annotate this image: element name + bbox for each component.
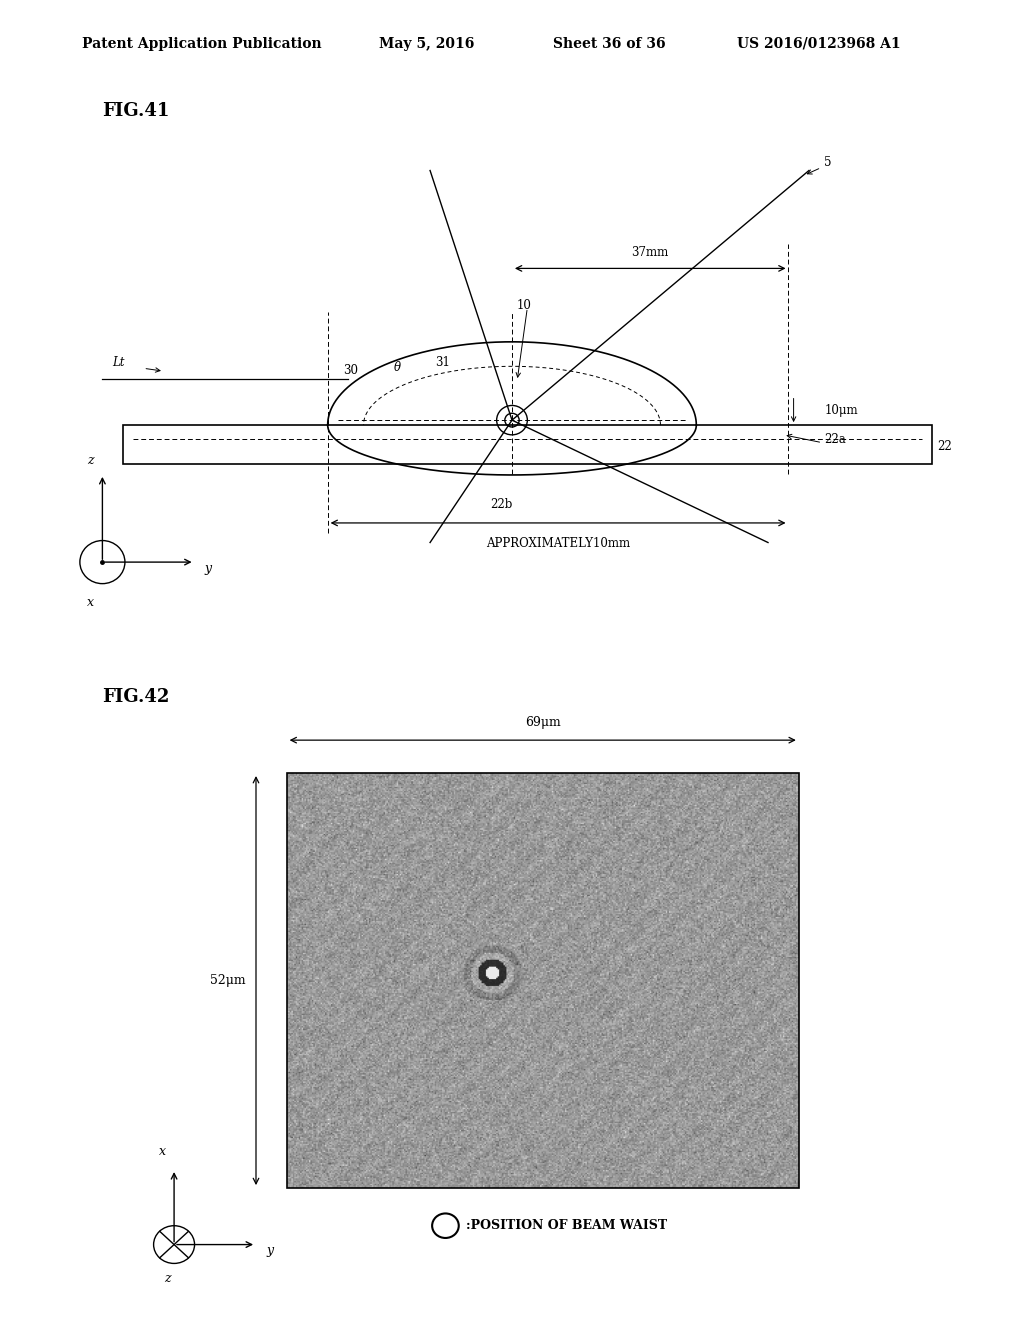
Text: 37mm: 37mm <box>632 246 669 259</box>
Text: z: z <box>164 1272 170 1286</box>
Text: May 5, 2016: May 5, 2016 <box>379 37 474 51</box>
Bar <box>123 425 932 465</box>
Text: FIG.42: FIG.42 <box>102 688 170 706</box>
Text: 22b: 22b <box>490 498 513 511</box>
Text: 5: 5 <box>824 156 831 169</box>
Text: Lt: Lt <box>113 356 125 370</box>
Text: :POSITION OF BEAM WAIST: :POSITION OF BEAM WAIST <box>466 1220 667 1232</box>
Text: 30: 30 <box>343 364 358 378</box>
Text: 22: 22 <box>937 440 951 453</box>
Text: Patent Application Publication: Patent Application Publication <box>82 37 322 51</box>
Text: θ: θ <box>394 362 401 374</box>
Text: 22a: 22a <box>824 433 846 446</box>
Text: 10μm: 10μm <box>824 404 858 417</box>
Text: y: y <box>266 1243 273 1257</box>
Text: 52μm: 52μm <box>210 974 246 987</box>
Text: z: z <box>87 454 93 467</box>
Text: x: x <box>159 1144 166 1158</box>
Text: x: x <box>87 597 94 609</box>
Text: y: y <box>205 562 212 576</box>
Text: 69μm: 69μm <box>525 715 560 729</box>
Text: FIG.41: FIG.41 <box>102 102 170 120</box>
Text: 31: 31 <box>435 356 451 370</box>
Text: APPROXIMATELY10mm: APPROXIMATELY10mm <box>486 537 630 550</box>
Text: US 2016/0123968 A1: US 2016/0123968 A1 <box>737 37 901 51</box>
Bar <box>287 774 799 1188</box>
Text: Sheet 36 of 36: Sheet 36 of 36 <box>553 37 666 51</box>
Text: 10: 10 <box>517 300 532 313</box>
